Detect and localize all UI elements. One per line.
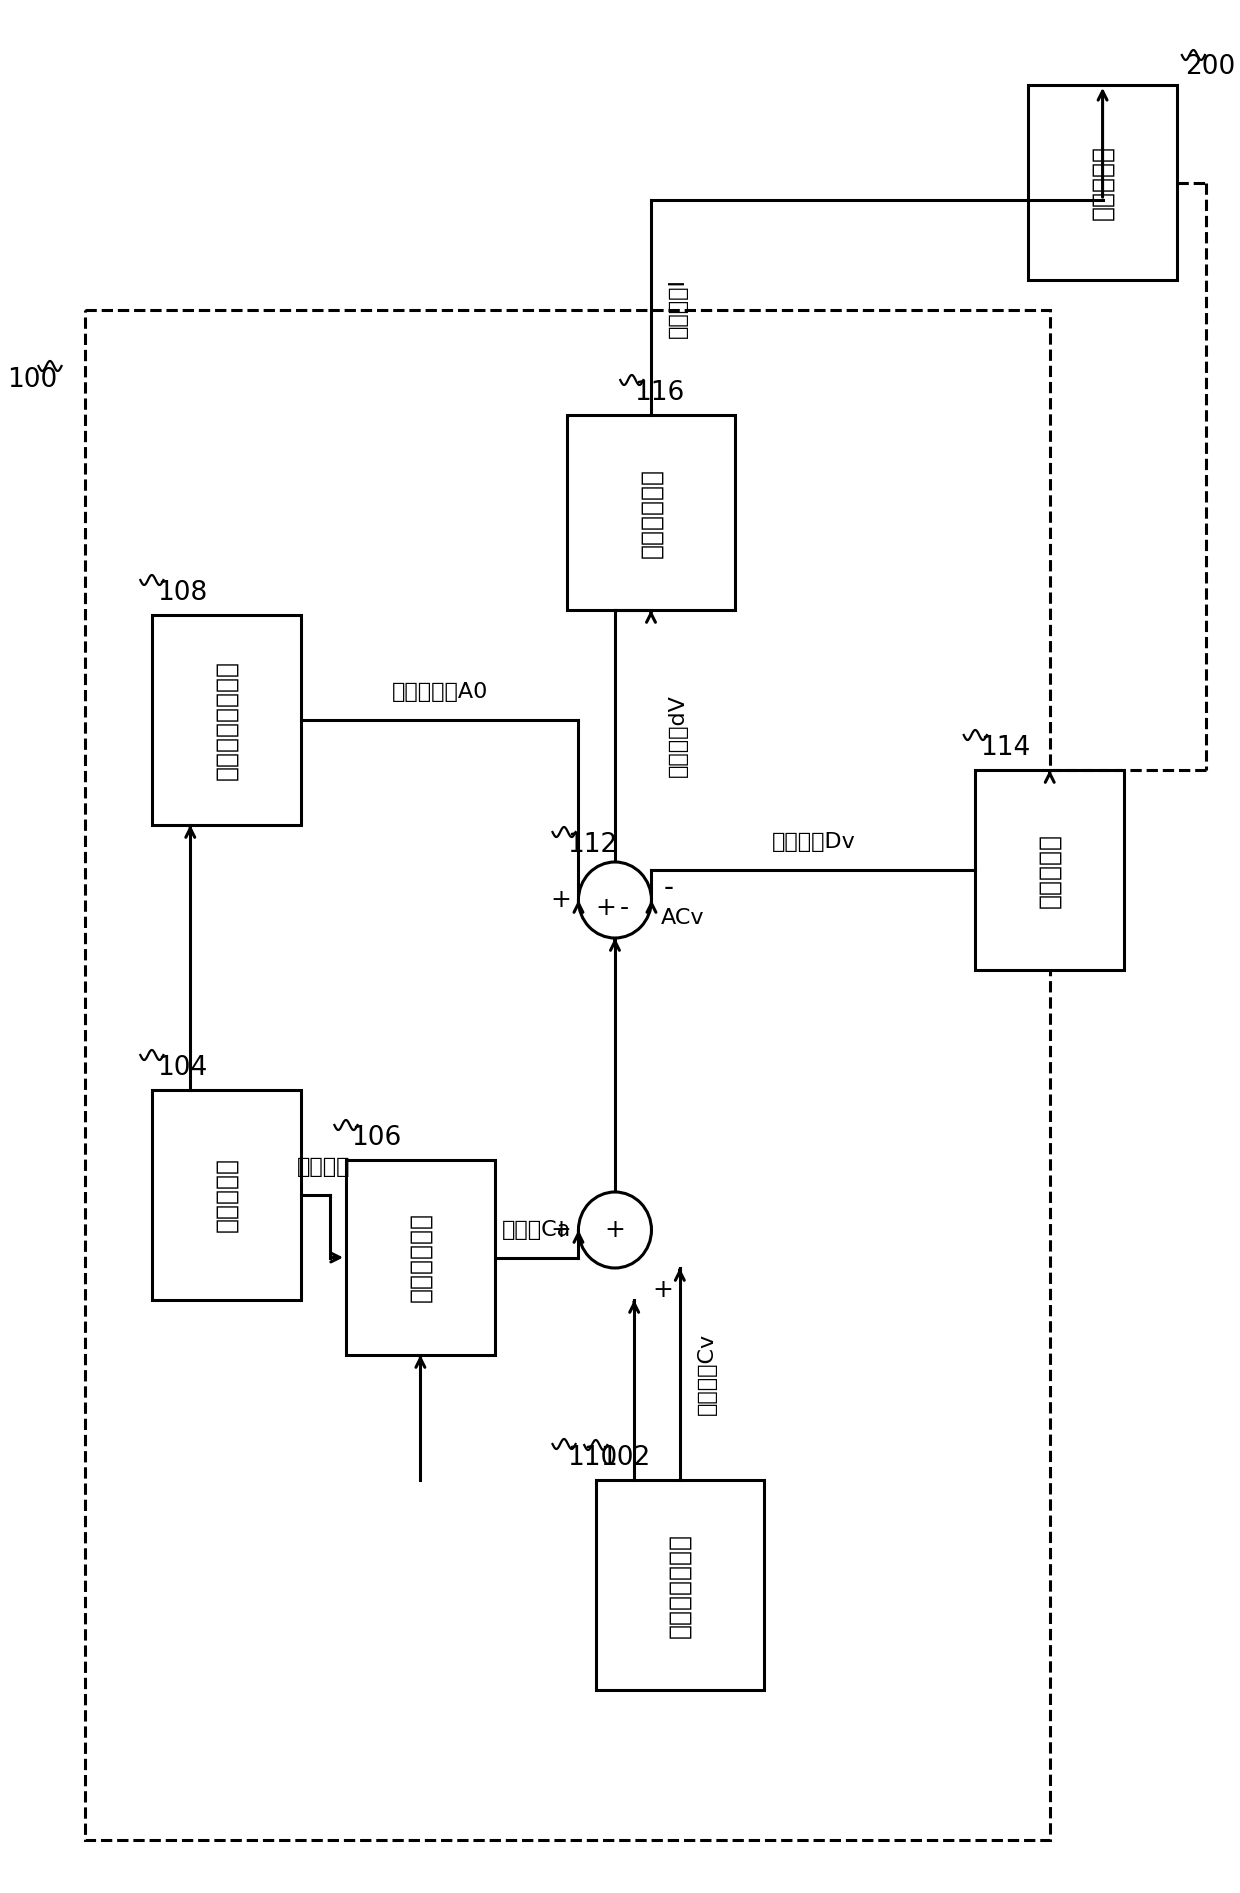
- Text: 110: 110: [567, 1444, 618, 1471]
- Text: 加速度Ca: 加速度Ca: [502, 1219, 572, 1240]
- Text: 106: 106: [351, 1124, 401, 1151]
- Text: 反转检测: 反转检测: [296, 1157, 350, 1177]
- Text: ACv: ACv: [661, 909, 704, 928]
- Text: +: +: [652, 1278, 673, 1302]
- Text: 速度指令生成部: 速度指令生成部: [668, 1533, 692, 1637]
- Text: 加速度计算部: 加速度计算部: [408, 1213, 433, 1302]
- Text: 反转修正量计算部: 反转修正量计算部: [215, 661, 238, 780]
- FancyBboxPatch shape: [346, 1160, 495, 1355]
- Text: -: -: [620, 895, 629, 920]
- Text: 检测速度Dv: 检测速度Dv: [771, 833, 856, 852]
- Text: 114: 114: [980, 734, 1030, 761]
- FancyBboxPatch shape: [976, 770, 1125, 969]
- Text: +: +: [595, 895, 616, 920]
- Text: 反转修正量A0: 反转修正量A0: [392, 681, 487, 702]
- FancyBboxPatch shape: [151, 615, 301, 825]
- Text: 116: 116: [634, 380, 684, 405]
- Text: 速度检测部: 速度检测部: [1038, 833, 1061, 907]
- Text: +: +: [551, 1217, 572, 1242]
- Circle shape: [578, 1193, 651, 1268]
- FancyBboxPatch shape: [1028, 85, 1177, 280]
- Text: 108: 108: [156, 579, 207, 606]
- FancyBboxPatch shape: [567, 415, 735, 610]
- Text: 电流指令I: 电流指令I: [668, 278, 688, 337]
- Text: 速度偏巯dV: 速度偏巯dV: [668, 695, 688, 778]
- Text: 速度控制环路: 速度控制环路: [639, 468, 663, 558]
- Text: 速度指令Cv: 速度指令Cv: [697, 1333, 717, 1416]
- Text: 112: 112: [567, 833, 618, 858]
- Text: 反转检测部: 反转检测部: [215, 1157, 238, 1232]
- FancyBboxPatch shape: [595, 1480, 764, 1690]
- Text: 100: 100: [7, 367, 58, 394]
- Text: +: +: [605, 1217, 625, 1242]
- Text: 102: 102: [600, 1444, 651, 1471]
- Text: 200: 200: [1184, 55, 1235, 80]
- Circle shape: [578, 861, 651, 939]
- FancyBboxPatch shape: [151, 1090, 301, 1300]
- Text: 104: 104: [156, 1054, 207, 1081]
- Text: +: +: [551, 888, 572, 912]
- Text: -: -: [663, 875, 673, 901]
- Text: 伺服电动机: 伺服电动机: [1091, 146, 1115, 220]
